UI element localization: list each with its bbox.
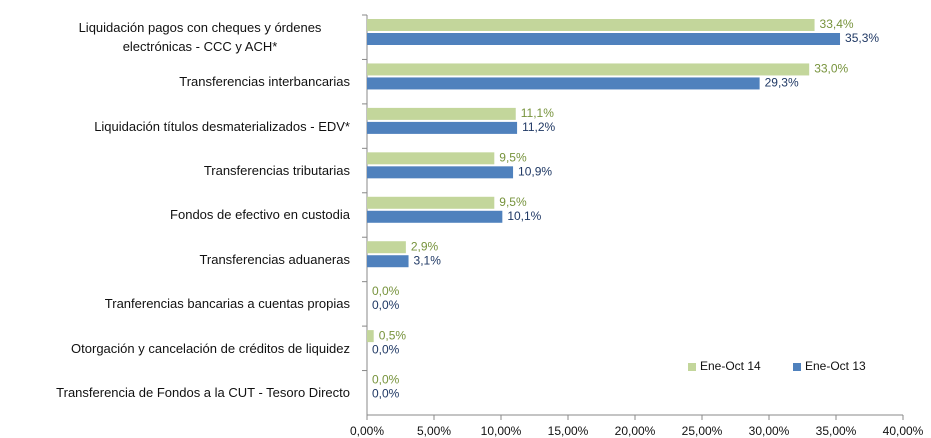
value-label: 2,9%	[411, 239, 439, 253]
bar	[367, 210, 503, 223]
value-label: 0,0%	[372, 284, 400, 298]
bar	[367, 330, 374, 343]
legend-label: Ene-Oct 14	[700, 359, 761, 373]
bar	[367, 196, 495, 209]
value-label: 9,5%	[499, 195, 527, 209]
value-label: 0,0%	[372, 373, 400, 387]
category-label: Tranferencias bancarias a cuentas propia…	[104, 296, 350, 312]
value-label: 0,0%	[372, 342, 400, 356]
bar	[367, 166, 514, 179]
value-label: 33,0%	[814, 62, 848, 76]
x-tick-label: 15,00%	[548, 424, 589, 438]
value-label: 0,0%	[372, 387, 400, 401]
value-label: 10,1%	[507, 209, 541, 223]
category-label: Transferencias interbancarias	[179, 74, 350, 90]
bar	[367, 19, 815, 31]
category-label: Liquidación pagos con cheques y órdenes …	[78, 20, 322, 55]
value-label: 0,5%	[379, 328, 407, 342]
value-label: 3,1%	[414, 253, 442, 267]
x-tick-label: 20,00%	[615, 424, 656, 438]
category-label: Transferencias aduaneras	[199, 251, 350, 267]
value-label: 10,9%	[518, 165, 552, 179]
legend-swatch	[793, 363, 801, 371]
x-tick-label: 40,00%	[883, 424, 924, 438]
x-tick-label: 5,00%	[417, 424, 451, 438]
value-label: 0,0%	[372, 298, 400, 312]
bar	[367, 77, 760, 90]
value-label: 33,4%	[820, 17, 854, 31]
category-label: Otorgación y cancelación de créditos de …	[71, 340, 350, 356]
category-label: Transferencias tributarias	[203, 163, 350, 179]
value-label: 11,2%	[522, 120, 555, 134]
bar	[367, 33, 841, 45]
legend-label: Ene-Oct 13	[805, 359, 866, 373]
category-label: Fondos de efectivo en custodia	[170, 207, 350, 223]
bar	[367, 121, 518, 134]
value-label: 29,3%	[765, 76, 799, 90]
legend-swatch	[688, 363, 696, 371]
value-label: 9,5%	[499, 151, 527, 165]
value-label: 35,3%	[845, 31, 879, 45]
x-tick-label: 30,00%	[749, 424, 790, 438]
bar	[367, 241, 406, 254]
bar	[367, 107, 516, 120]
x-tick-label: 0,00%	[350, 424, 384, 438]
x-tick-label: 25,00%	[682, 424, 723, 438]
value-label: 11,1%	[521, 106, 554, 120]
bar	[367, 152, 495, 165]
bar	[367, 63, 810, 76]
x-tick-label: 10,00%	[481, 424, 522, 438]
bar	[367, 255, 409, 268]
category-label: Liquidación títulos desmaterializados - …	[94, 118, 350, 134]
category-label: Transferencia de Fondos a la CUT - Tesor…	[56, 385, 350, 401]
x-tick-label: 35,00%	[816, 424, 857, 438]
